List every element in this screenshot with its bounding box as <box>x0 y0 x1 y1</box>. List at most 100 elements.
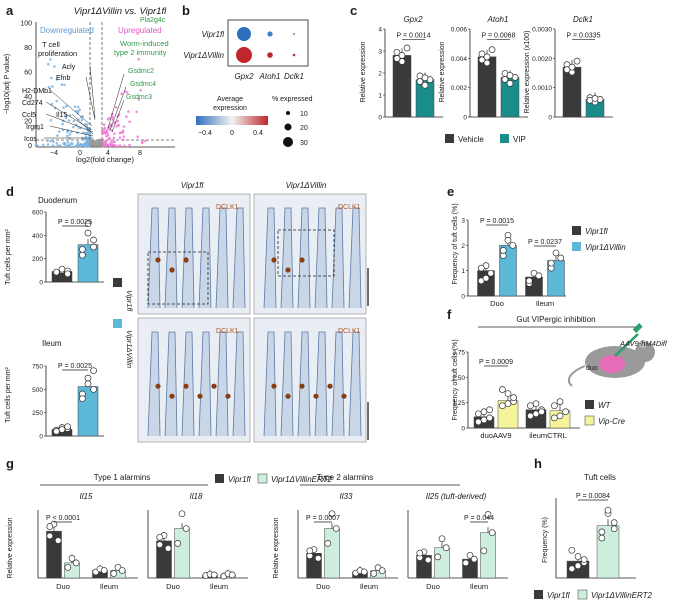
data-point <box>156 533 164 541</box>
data-point <box>504 400 512 408</box>
data-point <box>510 394 517 401</box>
p-value: P = 0.0015 <box>480 218 514 225</box>
mouse-gut <box>599 355 625 373</box>
volcano-dot <box>137 98 141 101</box>
ytick-label: 0.006 <box>451 27 468 34</box>
size-dot-20 <box>284 123 292 131</box>
data-point <box>324 540 332 547</box>
volcano-dot <box>84 122 87 126</box>
volcano-dot <box>118 144 122 147</box>
f-title: Gut VIPergic inhibition <box>516 315 595 324</box>
volcano-dot <box>49 58 52 61</box>
volcano-dot <box>64 116 68 120</box>
down-label: Downregulated <box>40 26 94 35</box>
volcano-dot <box>68 137 72 140</box>
f-legend-wt: WT <box>598 401 612 410</box>
data-point <box>487 269 495 277</box>
data-point <box>306 547 314 555</box>
ytick-label: 250 <box>32 410 43 417</box>
mouse-head <box>635 342 655 362</box>
volcano-dot <box>104 144 107 148</box>
data-point <box>110 570 118 577</box>
data-point <box>434 553 442 561</box>
d-legend-fl: Vipr1fl <box>125 290 134 311</box>
volcano-dot <box>60 83 64 86</box>
gene-leader <box>111 99 125 133</box>
ytick-label: 600 <box>32 210 43 217</box>
data-point <box>504 236 512 244</box>
volcano-dot-ns <box>94 143 97 146</box>
volcano-dot <box>70 141 73 145</box>
histo-title-fl: Vipr1fl <box>181 181 204 190</box>
data-point <box>486 406 493 414</box>
volcano-dot <box>75 109 78 113</box>
g-legend-ko: Vipr1ΔVillinERT2 <box>271 475 333 484</box>
volcano-dot <box>109 142 112 145</box>
g-gene-title: Il33 <box>340 492 353 501</box>
villus <box>181 207 195 309</box>
volcano-dot <box>100 129 104 133</box>
ileum-title: Ileum <box>42 339 62 348</box>
c-gene-title: Atoh1 <box>487 15 509 24</box>
ytick-label: 0.0030 <box>532 27 552 34</box>
data-point <box>504 390 512 397</box>
volcano-dot <box>128 143 131 147</box>
e-xlabel: Ileum <box>536 299 554 308</box>
volcano-dot <box>77 110 80 113</box>
volcano-dot <box>115 125 118 128</box>
gene-label: Gsdmc3 <box>126 94 152 101</box>
volcano-ylabel: −log10(adj P value) <box>4 54 11 114</box>
volcano-ytick: 40 <box>24 94 32 101</box>
syringe-plunger <box>632 323 643 333</box>
volcano-dot <box>78 144 81 147</box>
panel-g-plots: Il15 P < 0.0001 Duo Ileum Il18 Duo Ileum Il33 P … <box>37 492 508 591</box>
data-point <box>53 268 60 276</box>
gene-leader <box>71 113 94 135</box>
gene-label: Il15 <box>56 112 67 119</box>
ytick-label: 1 <box>378 93 382 100</box>
d-legend-ko-swatch <box>113 319 122 328</box>
data-point <box>483 53 491 61</box>
h-title: Tuft cells <box>584 473 616 482</box>
panel-f-plot: 0 1.25 2.50 3.75 P = 0.0009 duoAAV9 ileumCTRL <box>452 350 580 440</box>
volcano-dot <box>85 144 88 148</box>
tuft-cell-stain <box>155 257 161 263</box>
f-organ: duo <box>586 365 598 372</box>
tuft-cell-stain <box>299 383 305 389</box>
ytick-label: 0 <box>39 280 43 287</box>
volcano-dot <box>66 134 69 138</box>
tuft-cell-stain <box>183 257 189 263</box>
data-point <box>527 412 534 420</box>
f-legend-cre: Vip-Cre <box>598 417 626 426</box>
volcano-title: Vipr1ΔVillin vs. Vipr1fl <box>74 6 167 17</box>
heat-tick-2: 0 <box>230 130 234 137</box>
volcano-dot <box>53 106 57 110</box>
g-legend-fl: Vipr1fl <box>228 475 251 484</box>
ytick-label: 3.75 <box>452 350 465 357</box>
volcano-dot <box>76 105 80 109</box>
volcano-ytick: 20 <box>24 119 32 126</box>
gene-label: Ccl5 <box>22 112 36 119</box>
f-legend-cre-swatch <box>584 415 595 426</box>
e-xlabel: Duo <box>490 299 504 308</box>
g-legend-fl-swatch <box>215 474 224 483</box>
data-point <box>598 534 606 542</box>
ytick-label: 0.0010 <box>532 85 552 92</box>
panel-label-h: h <box>534 456 542 471</box>
volcano-dot <box>116 119 120 123</box>
p-value: P = 0.0084 <box>576 493 610 500</box>
tuft-cell-stain <box>341 393 347 399</box>
panel-label-e: e <box>447 184 454 199</box>
dclk1-label-4: DCLK1 <box>338 328 361 335</box>
volcano-dot-ns <box>96 142 99 146</box>
p-value: P = 0.0237 <box>528 239 562 246</box>
data-point <box>84 374 92 382</box>
data-point <box>314 554 322 562</box>
g-gene-title: Il25 (tuft-derived) <box>426 492 487 501</box>
data-point <box>64 270 71 278</box>
volcano-dot <box>136 135 139 138</box>
data-point <box>499 247 507 254</box>
volcano-dot <box>49 118 53 122</box>
ytick-label: 3 <box>461 218 465 225</box>
data-point <box>156 541 164 548</box>
